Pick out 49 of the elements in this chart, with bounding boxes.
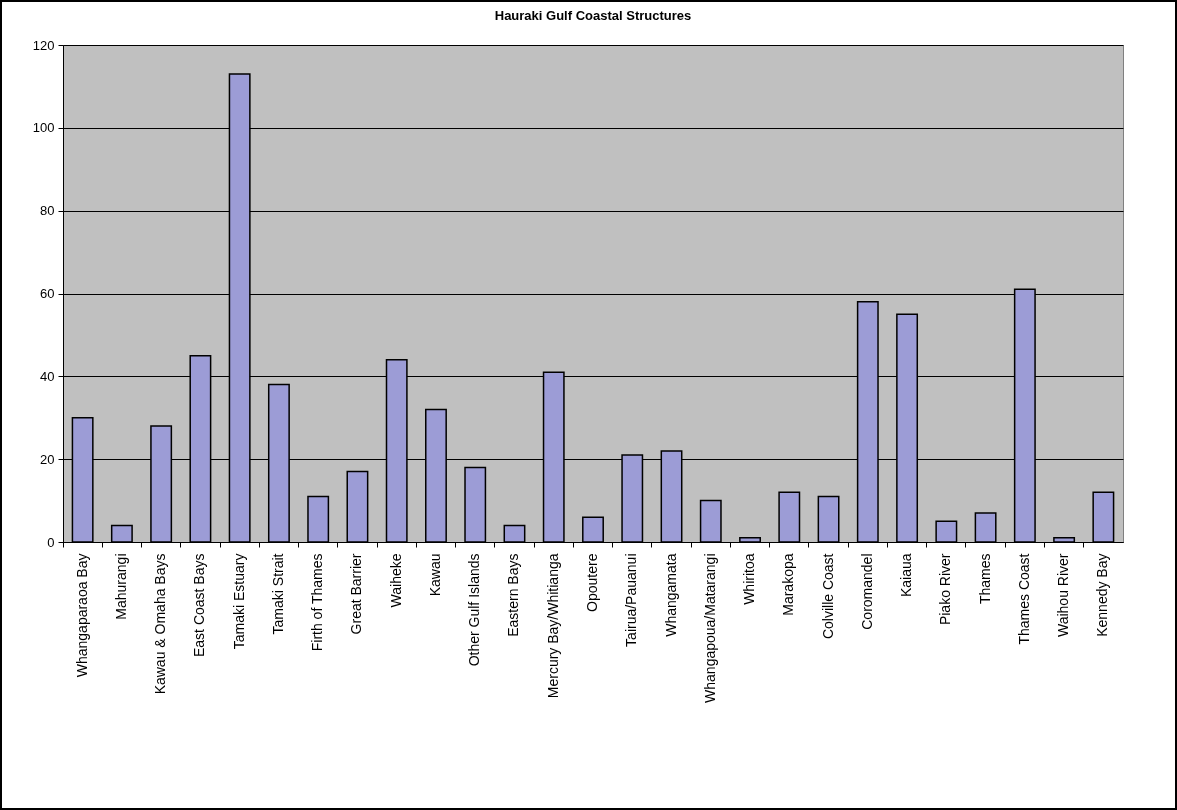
x-tick-label: East Coast Bays [191, 553, 208, 657]
y-tick-label: 20 [40, 451, 55, 467]
x-tick-label: Whangaparaoa Bay [73, 553, 90, 678]
x-tick-label: Opoutere [584, 553, 600, 612]
bar [307, 495, 330, 543]
bar [346, 470, 369, 543]
x-tick-label: Eastern Bays [505, 553, 522, 637]
x-tick-label: Thames [976, 553, 993, 605]
x-tick-label: Mercury Bay/Whitianga [544, 553, 561, 699]
y-tick-label: 0 [47, 534, 55, 550]
bar [739, 537, 761, 543]
y-tick-label: 60 [40, 286, 55, 301]
x-tick-label: Other Gulf Islands [466, 553, 483, 667]
y-tick-label: 40 [40, 368, 55, 384]
x-tick-label: Tamaki Strait [269, 553, 286, 635]
y-tick-label: 120 [32, 37, 55, 53]
x-tick-label: Kaiaua [898, 553, 915, 598]
bar [1092, 491, 1115, 543]
x-tick-label: Waiheke [387, 553, 404, 608]
x-tick-label: Colville Coast [819, 553, 836, 640]
x-tick-label: Tamaki Estuary [230, 553, 247, 650]
x-tick-label: Whiritoa [741, 553, 758, 605]
x-tick-label: Thames Coast [1015, 553, 1032, 645]
x-tick-label: Kawau [426, 553, 443, 597]
chart-title: Hauraki Gulf Coastal Structures [494, 8, 692, 23]
bar [110, 524, 133, 543]
x-tick-label: Whangamata [662, 553, 679, 637]
bar [778, 491, 801, 543]
x-tick-label: Marakopa [780, 553, 797, 616]
x-tick-label: Piako River [937, 553, 954, 626]
bar [464, 466, 487, 543]
x-tick-label: Kawau & Omaha Bays [152, 553, 169, 695]
y-tick-label: 80 [40, 203, 55, 219]
x-tick-label: Kennedy Bay [1094, 553, 1111, 637]
x-tick-label: Whangapoua/Matarangi [701, 553, 718, 703]
x-tick-label: Great Barrier [348, 553, 365, 635]
x-tick-label: Coromandel [858, 553, 875, 630]
x-tick-label: Tairua/Pauanui [623, 553, 640, 647]
x-tick-label: Waihou River [1055, 553, 1072, 638]
bar [503, 524, 526, 543]
bar [974, 512, 997, 543]
x-tick-label: Mahurangi [112, 553, 129, 620]
x-tick-label: Firth of Thames [309, 553, 326, 652]
bar [582, 516, 604, 543]
bar [935, 520, 958, 543]
y-tick-label: 100 [32, 120, 55, 136]
bar [1053, 537, 1076, 543]
bar [817, 495, 840, 543]
bar [699, 499, 722, 543]
